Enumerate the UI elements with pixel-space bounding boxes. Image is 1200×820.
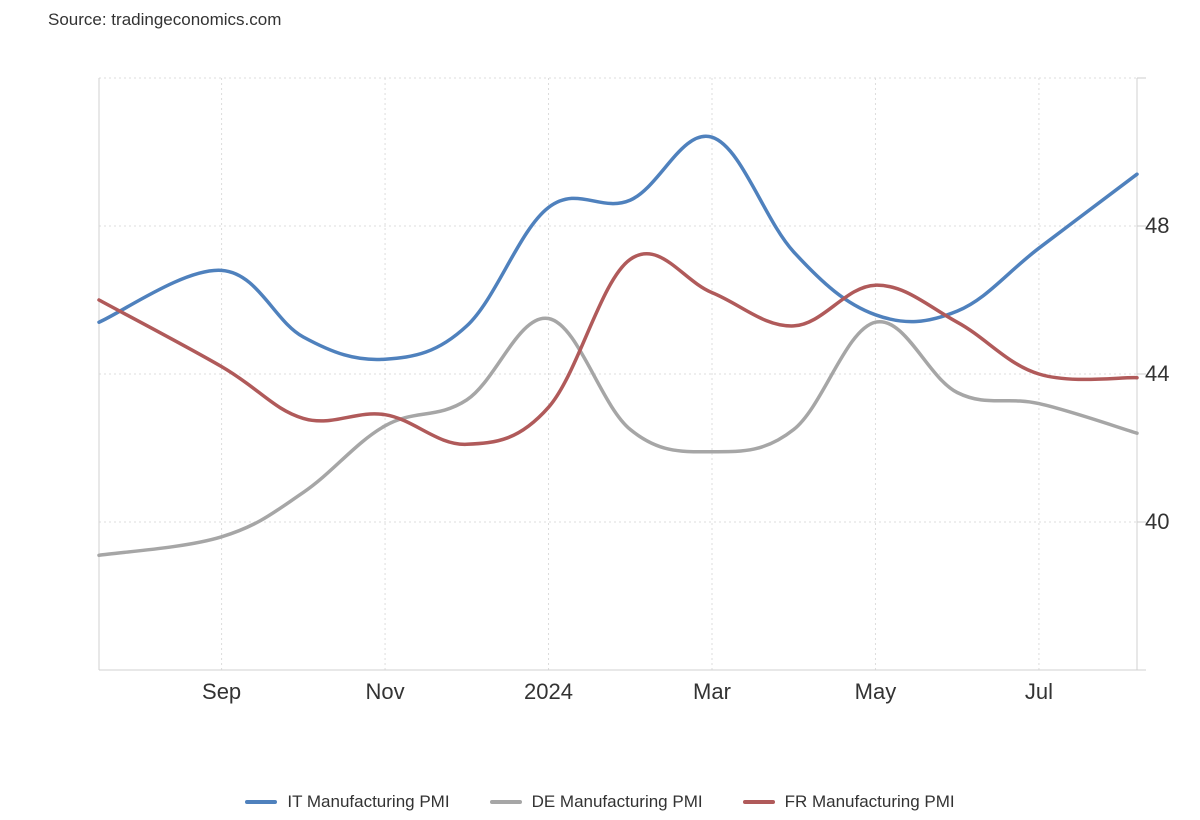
grid	[99, 77, 1137, 670]
legend-label: DE Manufacturing PMI	[531, 792, 703, 811]
x-tick-label: May	[855, 679, 897, 704]
y-tick-label: 44	[1145, 361, 1169, 386]
x-tick-label: Mar	[693, 679, 731, 704]
source-label: Source: tradingeconomics.com	[48, 10, 282, 29]
legend-label: FR Manufacturing PMI	[784, 792, 955, 811]
legend-swatch	[489, 800, 522, 804]
legend-item-2[interactable]: DE Manufacturing PMI	[489, 792, 703, 812]
series-line-3	[97, 251, 1139, 447]
series-line-2	[97, 316, 1139, 558]
legend-item-1[interactable]: IT Manufacturing PMI	[245, 792, 450, 812]
legend-swatch	[245, 800, 278, 804]
y-tick-label: 48	[1145, 213, 1169, 238]
legend: IT Manufacturing PMI DE Manufacturing PMI…	[0, 792, 1200, 812]
y-tick-labels: 48 44 40	[1145, 213, 1169, 534]
axes	[98, 77, 1146, 671]
legend-label: IT Manufacturing PMI	[287, 792, 450, 811]
x-tick-labels: Sep Nov 2024 Mar May Jul	[202, 679, 1053, 704]
series-lines	[97, 134, 1139, 558]
y-tick-label: 40	[1145, 509, 1169, 534]
x-tick-label: Jul	[1025, 679, 1053, 704]
legend-item-3[interactable]: FR Manufacturing PMI	[742, 792, 955, 812]
legend-swatch	[742, 800, 775, 804]
line-chart: Sep Nov 2024 Mar May Jul 48 44 40	[97, 77, 1169, 704]
x-tick-label: Sep	[202, 679, 241, 704]
series-line-1	[97, 134, 1139, 362]
x-tick-label: Nov	[366, 679, 405, 704]
x-tick-label: 2024	[524, 679, 573, 704]
